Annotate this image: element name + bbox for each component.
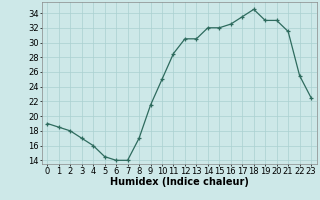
X-axis label: Humidex (Indice chaleur): Humidex (Indice chaleur) bbox=[110, 177, 249, 187]
